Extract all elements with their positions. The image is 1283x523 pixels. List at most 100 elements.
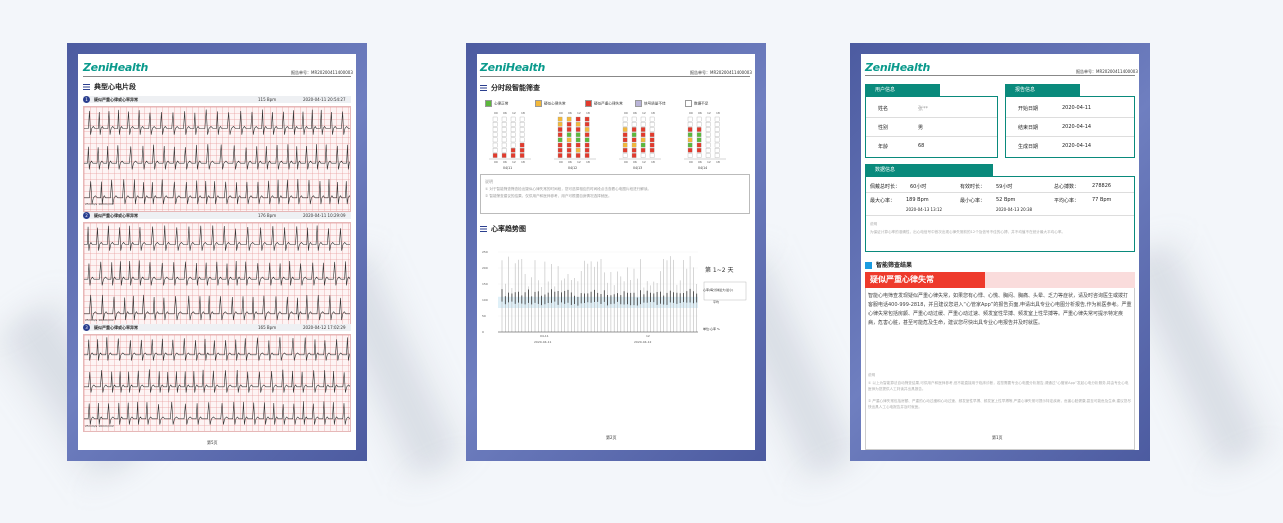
screening-cell[interactable] [640,137,646,143]
screening-cell[interactable] [640,148,646,153]
screening-cell[interactable] [510,122,516,127]
screening-cell[interactable] [640,116,646,122]
screening-cell[interactable] [714,148,720,153]
screening-cell[interactable] [705,148,711,153]
screening-cell[interactable] [696,132,702,137]
screening-cell[interactable] [510,142,516,148]
screening-cell[interactable] [640,122,646,127]
screening-cell[interactable] [705,142,711,148]
screening-cell[interactable] [557,148,563,153]
screening-cell[interactable] [705,137,711,143]
screening-cell[interactable] [501,122,507,127]
screening-cell[interactable] [584,137,590,143]
screening-cell[interactable] [557,142,563,148]
screening-cell[interactable] [575,153,581,158]
screening-cell[interactable] [492,116,498,122]
screening-cell[interactable] [649,116,655,122]
screening-cell[interactable] [622,132,628,137]
screening-cell[interactable] [687,127,693,132]
screening-cell[interactable] [510,127,516,132]
screening-cell[interactable] [687,148,693,153]
screening-cell[interactable] [649,122,655,127]
screening-cell[interactable] [575,122,581,127]
screening-cell[interactable] [492,148,498,153]
screening-cell[interactable] [696,122,702,127]
screening-cell[interactable] [631,132,637,137]
screening-cell[interactable] [622,153,628,158]
screening-cell[interactable] [519,153,525,158]
screening-cell[interactable] [510,137,516,143]
screening-cell[interactable] [575,127,581,132]
screening-cell[interactable] [575,132,581,137]
screening-cell[interactable] [510,132,516,137]
screening-cell[interactable] [622,122,628,127]
screening-cell[interactable] [705,122,711,127]
screening-cell[interactable] [631,116,637,122]
screening-cell[interactable] [631,153,637,158]
screening-cell[interactable] [492,137,498,143]
report-page-screening[interactable]: ZeniHealth 报告单号：MR20200411400003 分时段智能筛查… [466,43,766,461]
screening-cell[interactable] [566,116,572,122]
screening-cell[interactable] [566,153,572,158]
screening-cell[interactable] [492,142,498,148]
screening-cell[interactable] [631,122,637,127]
screening-cell[interactable] [687,132,693,137]
screening-cell[interactable] [640,142,646,148]
screening-cell[interactable] [575,116,581,122]
screening-cell[interactable] [575,148,581,153]
screening-cell[interactable] [687,142,693,148]
screening-cell[interactable] [519,122,525,127]
screening-cell[interactable] [622,116,628,122]
screening-cell[interactable] [492,127,498,132]
screening-cell[interactable] [640,153,646,158]
screening-cell[interactable] [510,153,516,158]
screening-cell[interactable] [714,127,720,132]
screening-cell[interactable] [519,142,525,148]
screening-cell[interactable] [492,122,498,127]
screening-cell[interactable] [492,132,498,137]
screening-cell[interactable] [566,127,572,132]
screening-cell[interactable] [696,142,702,148]
report-page-ecg[interactable]: ZeniHealth 报告单号：MR20200411400003 典型心电片段 … [67,43,367,461]
screening-cell[interactable] [584,122,590,127]
screening-cell[interactable] [566,122,572,127]
screening-cell[interactable] [557,116,563,122]
screening-cell[interactable] [519,132,525,137]
screening-cell[interactable] [566,148,572,153]
screening-cell[interactable] [687,137,693,143]
screening-cell[interactable] [501,132,507,137]
screening-cell[interactable] [622,142,628,148]
screening-cell[interactable] [622,127,628,132]
screening-cell[interactable] [492,153,498,158]
screening-cell[interactable] [649,137,655,143]
screening-cell[interactable] [714,132,720,137]
screening-cell[interactable] [696,127,702,132]
screening-cell[interactable] [631,127,637,132]
screening-cell[interactable] [714,137,720,143]
screening-cell[interactable] [519,148,525,153]
screening-cell[interactable] [705,153,711,158]
screening-cell[interactable] [519,137,525,143]
screening-cell[interactable] [557,132,563,137]
screening-cell[interactable] [649,142,655,148]
screening-cell[interactable] [557,127,563,132]
screening-cell[interactable] [584,142,590,148]
screening-cell[interactable] [501,153,507,158]
screening-cell[interactable] [501,142,507,148]
screening-cell[interactable] [696,148,702,153]
screening-cell[interactable] [631,142,637,148]
screening-cell[interactable] [687,153,693,158]
screening-cell[interactable] [696,116,702,122]
screening-cell[interactable] [501,116,507,122]
screening-cell[interactable] [714,153,720,158]
screening-cell[interactable] [566,142,572,148]
screening-cell[interactable] [501,127,507,132]
screening-cell[interactable] [575,142,581,148]
screening-cell[interactable] [584,127,590,132]
screening-cell[interactable] [510,116,516,122]
screening-cell[interactable] [705,127,711,132]
screening-cell[interactable] [622,137,628,143]
screening-cell[interactable] [649,132,655,137]
screening-cell[interactable] [687,122,693,127]
screening-cell[interactable] [631,148,637,153]
